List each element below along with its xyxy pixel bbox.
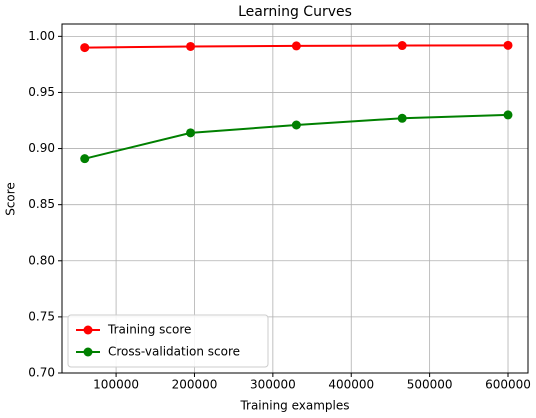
point bbox=[291, 120, 301, 130]
point bbox=[80, 43, 90, 53]
x-axis-label: Training examples bbox=[239, 399, 349, 413]
y-tick-label: 0.85 bbox=[28, 197, 55, 211]
chart-title: Learning Curves bbox=[238, 4, 352, 20]
y-tick-label: 1.00 bbox=[28, 29, 55, 43]
x-tick-label: 200000 bbox=[172, 378, 218, 392]
plot-frame bbox=[61, 23, 529, 374]
x-tick-label: 600000 bbox=[485, 378, 531, 392]
point bbox=[186, 41, 196, 51]
y-tick-label: 0.75 bbox=[28, 309, 55, 323]
legend-label: Cross-validation score bbox=[108, 345, 240, 359]
y-tick-label: 0.90 bbox=[28, 141, 55, 155]
legend: Training score Cross-validation score bbox=[67, 314, 269, 368]
legend-marker bbox=[83, 325, 93, 335]
x-tick-label: 500000 bbox=[407, 378, 453, 392]
point bbox=[291, 41, 301, 51]
point bbox=[397, 41, 407, 51]
y-tick-label: 0.70 bbox=[28, 366, 55, 380]
y-tick-label: 0.95 bbox=[28, 85, 55, 99]
x-tick-label: 300000 bbox=[250, 378, 296, 392]
legend-label: Training score bbox=[107, 323, 191, 337]
legend-box bbox=[67, 314, 269, 368]
point bbox=[503, 40, 513, 50]
point bbox=[80, 154, 90, 164]
y-tick-label: 0.80 bbox=[28, 253, 55, 267]
legend-marker bbox=[83, 347, 93, 357]
point bbox=[186, 128, 196, 138]
x-tick-label: 400000 bbox=[328, 378, 374, 392]
x-tick-label: 100000 bbox=[93, 378, 139, 392]
y-axis-label: Score bbox=[4, 182, 18, 216]
point bbox=[503, 110, 513, 120]
point bbox=[397, 113, 407, 123]
